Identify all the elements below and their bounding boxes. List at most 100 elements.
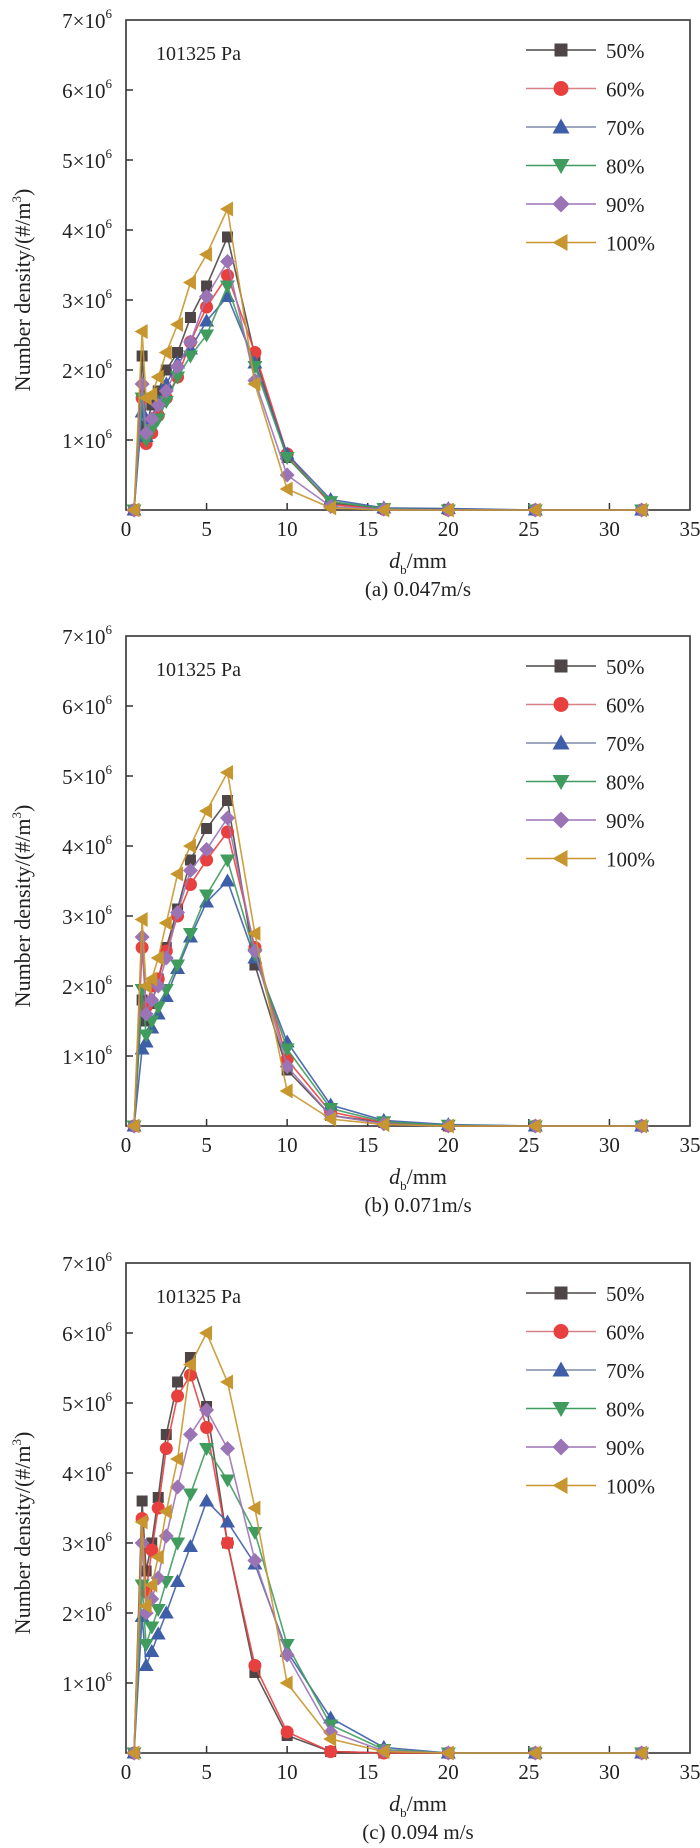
legend-label: 50% xyxy=(606,1282,645,1306)
legend-label: 100% xyxy=(606,848,655,872)
data-point xyxy=(220,280,236,294)
y-tick-label: 1×106 xyxy=(62,426,112,453)
data-point xyxy=(199,803,213,819)
data-point xyxy=(160,1429,172,1440)
y-tick-base: 5×10 xyxy=(62,1392,105,1416)
x-axis-title-rest: /mm xyxy=(407,1164,447,1189)
data-point xyxy=(138,434,154,448)
y-tick-base: 6×10 xyxy=(62,695,105,719)
data-point xyxy=(140,1565,152,1577)
data-point xyxy=(220,1441,236,1456)
legend-marker-triangle-left xyxy=(552,1477,568,1494)
data-point xyxy=(138,1639,154,1652)
data-point xyxy=(145,1543,159,1557)
y-tick-exp: 6 xyxy=(106,1599,113,1614)
data-point xyxy=(150,1626,166,1640)
x-axis-title: db/mm xyxy=(389,1791,447,1820)
x-tick-label: 25 xyxy=(518,517,539,541)
data-point xyxy=(182,928,198,941)
y-tick-exp: 6 xyxy=(106,622,113,637)
legend-marker-circle xyxy=(553,697,569,712)
data-point xyxy=(158,396,174,409)
y-tick-label: 2×106 xyxy=(62,356,112,383)
legend-marker-diamond xyxy=(552,811,570,829)
data-point xyxy=(152,1492,164,1503)
data-point xyxy=(440,1118,454,1134)
data-point xyxy=(634,502,648,518)
data-point xyxy=(170,866,184,882)
legend-label: 50% xyxy=(606,39,645,63)
pressure-annotation: 101325 Pa xyxy=(156,43,241,65)
data-point xyxy=(144,411,160,427)
legend-marker-square xyxy=(554,1286,568,1300)
legend: 50% 60% 70% 80% 90% 100% xyxy=(526,39,655,256)
y-tick-label: 6×106 xyxy=(62,692,112,719)
series-50pct xyxy=(128,231,648,516)
y-axis-title: Number density/(#/m3) xyxy=(9,1432,35,1635)
data-point xyxy=(158,1605,174,1619)
y-tick-label: 6×106 xyxy=(62,1319,112,1346)
series-60pct xyxy=(127,825,649,1133)
data-point xyxy=(199,1325,213,1341)
legend-marker-diamond xyxy=(552,1438,570,1456)
series-90pct xyxy=(126,1402,650,1761)
data-point xyxy=(126,1118,140,1134)
data-point xyxy=(220,873,236,887)
series-line xyxy=(133,283,642,511)
x-tick-label: 20 xyxy=(438,1760,459,1784)
data-point xyxy=(158,345,172,360)
data-point xyxy=(279,452,295,465)
x-tick-label: 0 xyxy=(121,517,132,541)
data-point xyxy=(158,915,172,931)
data-point xyxy=(220,1474,236,1488)
y-tick-base: 7×10 xyxy=(62,9,105,33)
data-point xyxy=(158,1504,172,1519)
series-70pct xyxy=(126,289,650,516)
series-line xyxy=(133,858,642,1127)
data-point xyxy=(182,1488,198,1502)
y-axis-title-sup: 3 xyxy=(9,196,24,203)
data-point xyxy=(182,275,196,290)
y-tick-exp: 6 xyxy=(106,286,113,301)
data-point xyxy=(136,1495,148,1507)
series-90pct xyxy=(126,254,650,518)
data-point xyxy=(150,1549,164,1565)
series-80pct xyxy=(126,854,650,1134)
chart-b: 0 5 10 15 20 25 30 351×1062×1063×1064×1065×1066… xyxy=(9,622,700,1217)
legend-marker-triangle-up xyxy=(552,1361,570,1377)
x-tick-label: 5 xyxy=(201,1760,212,1784)
data-point xyxy=(201,280,213,292)
data-point xyxy=(150,369,164,385)
legend-label: 80% xyxy=(606,155,645,179)
y-tick-label: 1×106 xyxy=(62,1042,112,1069)
data-point xyxy=(134,912,148,927)
pressure-annotation: 101325 Pa xyxy=(156,659,241,681)
legend-label: 70% xyxy=(606,732,645,756)
data-point xyxy=(172,347,184,358)
data-point xyxy=(247,1500,261,1516)
data-point xyxy=(182,1539,198,1552)
data-point xyxy=(199,247,213,262)
data-point xyxy=(199,289,215,304)
data-point xyxy=(170,959,186,973)
data-point xyxy=(159,1442,173,1455)
legend-label: 70% xyxy=(606,116,645,140)
legend-marker-square xyxy=(554,43,568,57)
data-point xyxy=(222,795,234,806)
y-tick-label: 4×106 xyxy=(62,216,112,243)
series-80pct xyxy=(126,280,650,518)
x-tick-label: 5 xyxy=(201,1133,212,1157)
data-point xyxy=(200,1421,214,1434)
y-tick-exp: 6 xyxy=(106,1669,113,1684)
y-tick-base: 1×10 xyxy=(62,1672,105,1696)
legend-marker-triangle-down xyxy=(552,775,570,790)
y-tick-exp: 6 xyxy=(106,6,113,21)
y-tick-base: 5×10 xyxy=(62,765,105,789)
legend-label: 80% xyxy=(606,1398,645,1422)
data-point xyxy=(158,376,174,390)
y-tick-base: 2×10 xyxy=(62,359,105,383)
legend-label: 90% xyxy=(606,1436,645,1460)
y-tick-label: 6×106 xyxy=(62,76,112,103)
data-point xyxy=(220,254,236,269)
pressure-annotation: 101325 Pa xyxy=(156,1286,241,1308)
